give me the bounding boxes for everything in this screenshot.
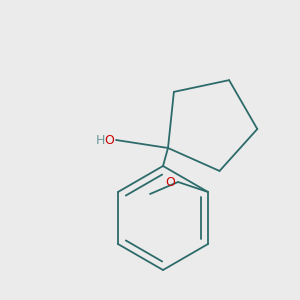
Text: O: O xyxy=(104,134,114,146)
Text: O: O xyxy=(165,176,175,188)
Text: H: H xyxy=(95,134,105,146)
